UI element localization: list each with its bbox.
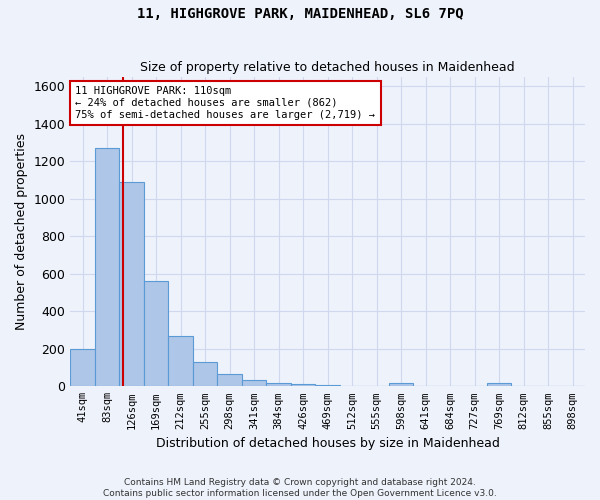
Y-axis label: Number of detached properties: Number of detached properties	[15, 133, 28, 330]
Bar	[389, 384, 413, 386]
Bar	[70, 349, 95, 387]
Text: Contains HM Land Registry data © Crown copyright and database right 2024.
Contai: Contains HM Land Registry data © Crown c…	[103, 478, 497, 498]
Bar	[266, 382, 291, 386]
Bar	[291, 384, 316, 386]
X-axis label: Distribution of detached houses by size in Maidenhead: Distribution of detached houses by size …	[156, 437, 500, 450]
Bar	[119, 182, 144, 386]
Bar	[144, 282, 169, 387]
Title: Size of property relative to detached houses in Maidenhead: Size of property relative to detached ho…	[140, 62, 515, 74]
Bar	[95, 148, 119, 386]
Bar	[193, 362, 217, 386]
Bar	[242, 380, 266, 386]
Bar	[217, 374, 242, 386]
Text: 11 HIGHGROVE PARK: 110sqm
← 24% of detached houses are smaller (862)
75% of semi: 11 HIGHGROVE PARK: 110sqm ← 24% of detac…	[76, 86, 376, 120]
Bar	[169, 336, 193, 386]
Bar	[487, 384, 511, 386]
Text: 11, HIGHGROVE PARK, MAIDENHEAD, SL6 7PQ: 11, HIGHGROVE PARK, MAIDENHEAD, SL6 7PQ	[137, 8, 463, 22]
